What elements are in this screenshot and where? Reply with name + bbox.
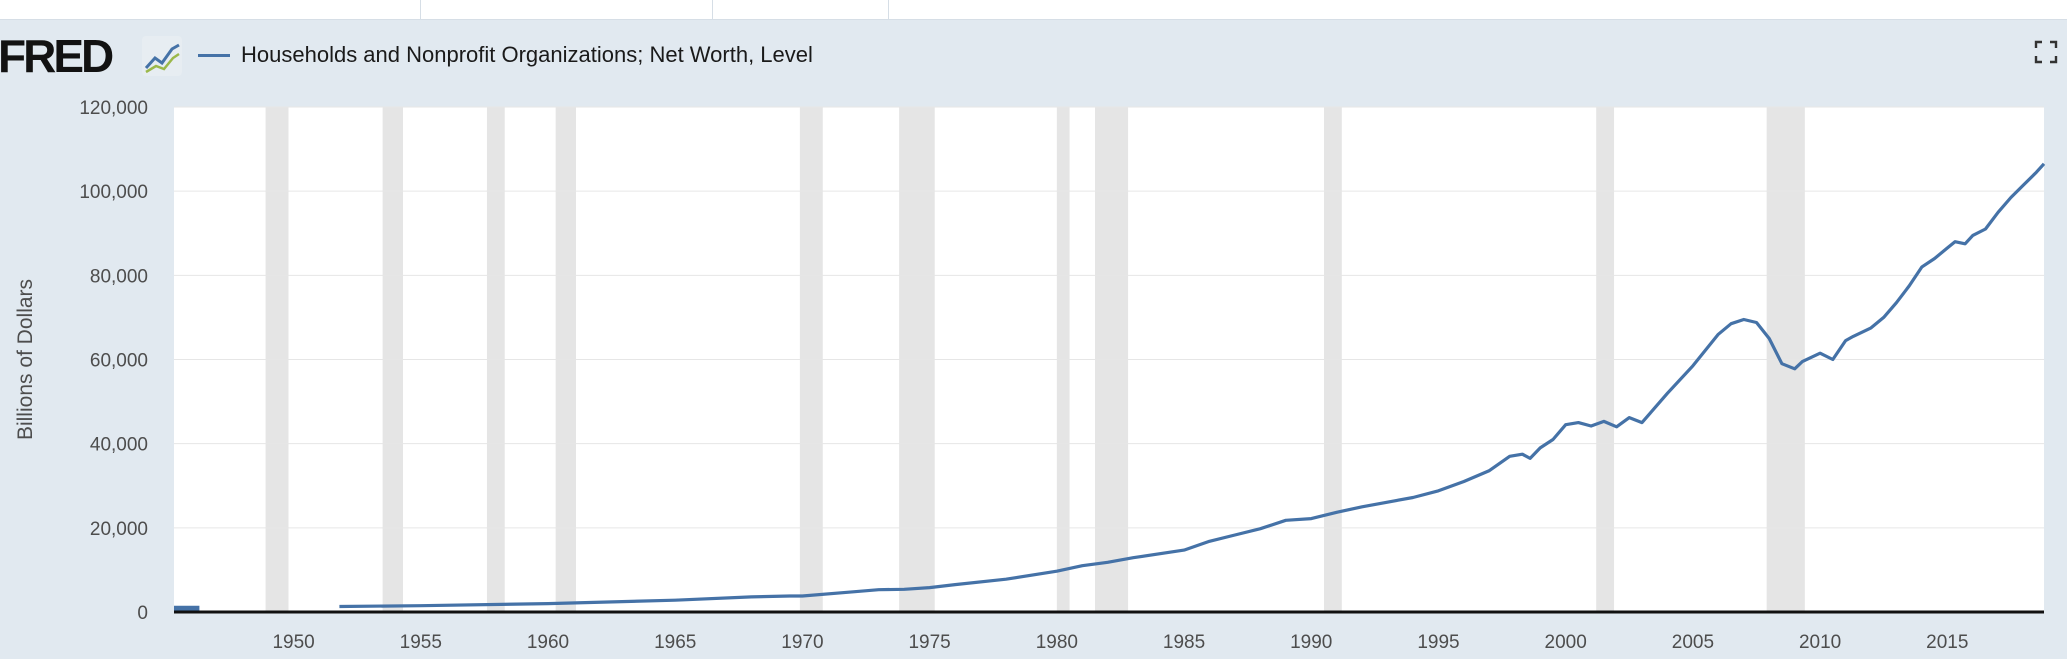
x-tick-label: 1980 [1036,632,1078,653]
legend-label: Households and Nonprofit Organizations; … [241,42,813,67]
fullscreen-icon[interactable] [2034,40,2058,64]
x-tick-label: 1950 [272,632,314,653]
y-axis-title: Billions of Dollars [14,279,37,440]
y-tick-label: 60,000 [90,351,148,372]
x-tick-label: 2010 [1799,632,1841,653]
x-tick-label: 1985 [1163,632,1205,653]
top-bar-divider [888,0,889,19]
fred-logo[interactable]: FRED [0,30,114,82]
y-tick-label: 40,000 [90,435,148,456]
y-tick-label: 120,000 [79,98,148,119]
x-tick-label: 2000 [1545,632,1587,653]
top-bar-divider [712,0,713,19]
grid-lines [174,106,2044,529]
x-tick-label: 2005 [1672,632,1714,653]
x-tick-label: 1970 [781,632,823,653]
y-tick-label: 80,000 [90,266,148,287]
x-tick-label: 1955 [400,632,442,653]
x-tick-label: 1960 [527,632,569,653]
top-bar [0,0,2067,20]
legend-line-swatch [198,53,230,57]
chart-legend[interactable]: Households and Nonprofit Organizations; … [198,40,813,70]
fred-graph-icon [142,36,182,76]
y-tick-label: 100,000 [79,182,148,203]
y-tick-label: 0 [137,603,148,624]
x-axis-tick-labels: 1950 1955 1960 1965 1970 1975 1980 1985 1990 1995… [272,632,1968,653]
y-axis-tick-labels: 0 20,000 40,000 60,000 80,000 100,000 120,000 [79,98,148,624]
series-layer [174,162,2046,611]
x-tick-label: 1975 [908,632,950,653]
x-tick-label: 1995 [1417,632,1459,653]
series-line [339,162,2046,609]
x-tick-label: 1990 [1290,632,1332,653]
x-tick-label: 1965 [654,632,696,653]
x-tick-label: 2015 [1926,632,1968,653]
top-bar-divider [420,0,421,19]
y-tick-label: 20,000 [90,519,148,540]
